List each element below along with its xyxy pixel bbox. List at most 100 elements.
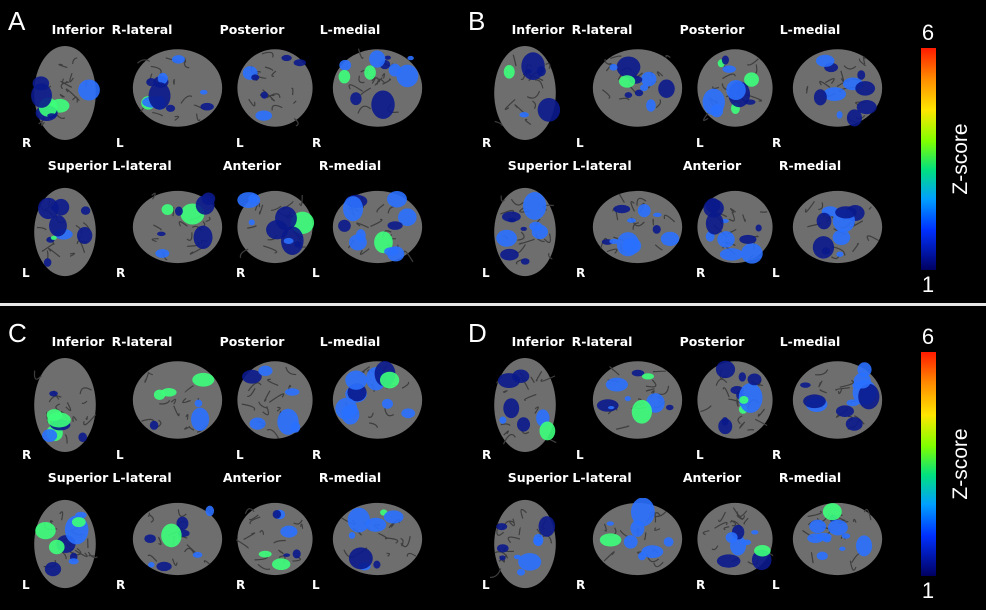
orientation-label: L xyxy=(22,266,30,280)
panel-letter: B xyxy=(468,6,486,36)
brain-render-superior xyxy=(34,187,96,277)
orientation-label: R xyxy=(116,578,126,592)
brain-render-r-lateral xyxy=(592,361,683,439)
brain-render-anterior xyxy=(235,502,313,576)
panel-letter: A xyxy=(8,6,26,36)
view-label-superior: Superior xyxy=(507,470,569,485)
brain-render-anterior xyxy=(697,190,773,264)
orientation-label: L xyxy=(116,136,124,150)
orientation-label: L xyxy=(576,448,584,462)
brain-render-l-lateral xyxy=(592,190,683,264)
orientation-label: R xyxy=(772,448,782,462)
view-label-anterior: Anterior xyxy=(222,158,282,173)
orientation-label: R xyxy=(236,266,246,280)
orientation-label: R xyxy=(116,266,126,280)
orientation-label: R xyxy=(312,448,322,462)
orientation-label: L xyxy=(312,578,320,592)
brain-render-r-lateral xyxy=(132,49,223,127)
view-label-r-lateral: R-lateral xyxy=(571,22,633,37)
orientation-label: R xyxy=(576,578,586,592)
brain-render-r-medial xyxy=(332,190,423,264)
separator-line xyxy=(0,303,986,306)
view-label-posterior: Posterior xyxy=(679,22,745,37)
brain-render-r-medial xyxy=(792,190,883,264)
view-label-l-lateral: L-lateral xyxy=(572,470,632,485)
brain-render-l-medial xyxy=(792,361,883,439)
brain-render-posterior xyxy=(237,361,313,439)
orientation-label: R xyxy=(482,448,492,462)
colorbar xyxy=(921,352,936,576)
orientation-label: L xyxy=(576,136,584,150)
orientation-label: L xyxy=(116,448,124,462)
brain-render-superior xyxy=(494,187,556,277)
brain-render-inferior xyxy=(494,45,560,141)
brain-render-anterior xyxy=(237,190,315,264)
view-label-posterior: Posterior xyxy=(219,334,285,349)
brain-render-r-medial xyxy=(332,502,423,576)
view-label-r-lateral: R-lateral xyxy=(571,334,633,349)
orientation-label: R xyxy=(696,578,706,592)
orientation-label: R xyxy=(772,136,782,150)
view-label-posterior: Posterior xyxy=(219,22,285,37)
orientation-label: L xyxy=(312,266,320,280)
view-label-r-lateral: R-lateral xyxy=(111,22,173,37)
orientation-label: L xyxy=(696,448,704,462)
orientation-label: R xyxy=(236,578,246,592)
brain-render-inferior xyxy=(494,357,557,453)
view-label-r-medial: R-medial xyxy=(778,470,842,485)
brain-render-inferior xyxy=(33,357,97,453)
brain-render-l-medial xyxy=(332,48,423,127)
colorbar xyxy=(921,48,936,270)
orientation-label: R xyxy=(482,136,492,150)
view-label-r-medial: R-medial xyxy=(318,158,382,173)
view-label-inferior: Inferior xyxy=(511,334,565,349)
orientation-label: R xyxy=(696,266,706,280)
orientation-label: R xyxy=(22,136,32,150)
view-label-r-medial: R-medial xyxy=(778,158,842,173)
view-label-l-medial: L-medial xyxy=(779,22,841,37)
view-label-l-medial: L-medial xyxy=(779,334,841,349)
brain-render-superior xyxy=(490,499,556,589)
brain-render-l-medial xyxy=(792,49,883,127)
view-label-l-medial: L-medial xyxy=(319,334,381,349)
brain-render-r-medial xyxy=(792,502,883,576)
view-label-r-lateral: R-lateral xyxy=(111,334,173,349)
brain-render-r-lateral xyxy=(132,361,223,439)
view-label-r-medial: R-medial xyxy=(318,470,382,485)
brain-render-l-lateral xyxy=(132,190,223,264)
brain-render-l-medial xyxy=(332,360,423,439)
orientation-label: R xyxy=(22,448,32,462)
orientation-label: R xyxy=(576,266,586,280)
brain-render-l-lateral xyxy=(592,498,683,576)
brain-render-posterior xyxy=(237,49,313,127)
view-label-anterior: Anterior xyxy=(222,470,282,485)
view-label-inferior: Inferior xyxy=(511,22,565,37)
orientation-label: L xyxy=(772,578,780,592)
colorbar-max-label: 6 xyxy=(921,324,935,349)
view-label-anterior: Anterior xyxy=(682,158,742,173)
view-label-inferior: Inferior xyxy=(51,334,105,349)
orientation-label: L xyxy=(482,578,490,592)
brain-render-r-lateral xyxy=(592,49,683,127)
brain-render-posterior xyxy=(697,49,773,127)
colorbar-title: Z-score xyxy=(949,123,972,195)
colorbar-max-label: 6 xyxy=(921,20,935,45)
view-label-inferior: Inferior xyxy=(51,22,105,37)
view-label-l-medial: L-medial xyxy=(319,22,381,37)
orientation-label: L xyxy=(772,266,780,280)
brain-render-superior xyxy=(34,499,98,589)
panel-letter: D xyxy=(468,318,487,348)
brain-render-l-lateral xyxy=(132,502,223,576)
colorbar-title: Z-score xyxy=(949,428,972,500)
brain-render-anterior xyxy=(697,502,774,576)
colorbar-min-label: 1 xyxy=(921,272,935,297)
panel-letter: C xyxy=(8,318,27,348)
orientation-label: L xyxy=(236,136,244,150)
view-label-anterior: Anterior xyxy=(682,470,742,485)
view-label-l-lateral: L-lateral xyxy=(572,158,632,173)
brain-render-posterior xyxy=(697,360,773,439)
view-label-l-lateral: L-lateral xyxy=(112,470,172,485)
orientation-label: R xyxy=(312,136,322,150)
view-label-superior: Superior xyxy=(507,158,569,173)
view-label-posterior: Posterior xyxy=(679,334,745,349)
